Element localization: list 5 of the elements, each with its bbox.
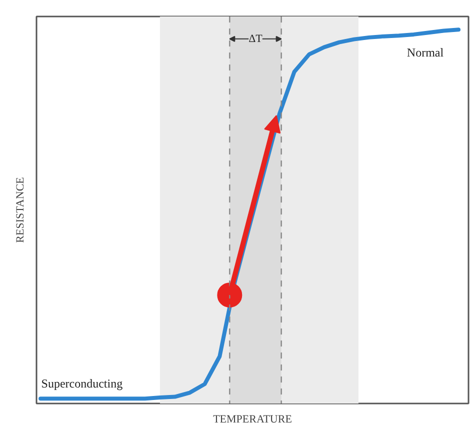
y-axis-title: RESISTANCE [14,176,26,243]
annotation: Superconducting [41,376,123,390]
annotation: Normal [406,46,444,60]
annotation: ΔT [248,32,263,45]
x-axis-title: TEMPERATURE [213,414,292,426]
